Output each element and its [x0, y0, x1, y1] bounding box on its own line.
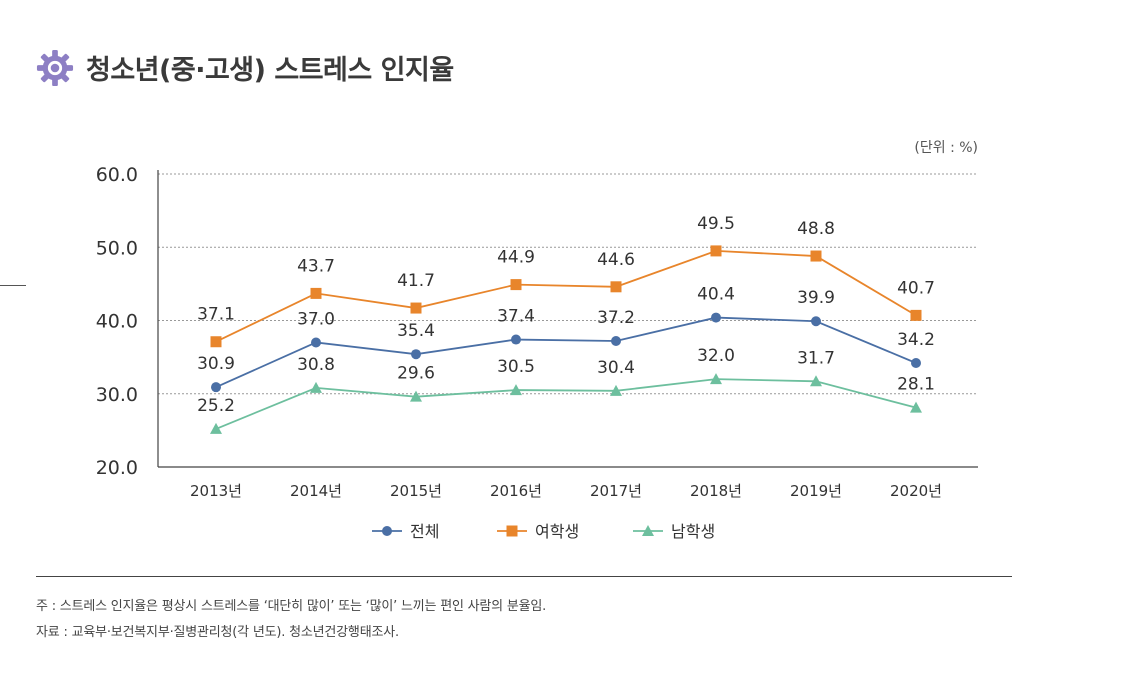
data-point — [611, 336, 621, 347]
data-label: 34.2 — [897, 330, 935, 350]
data-point — [410, 302, 422, 314]
data-point — [310, 381, 322, 393]
data-label: 44.6 — [597, 250, 635, 270]
data-point — [510, 279, 522, 291]
data-point — [311, 337, 321, 348]
data-label: 25.2 — [197, 396, 235, 416]
data-point — [910, 309, 922, 321]
data-point — [210, 422, 222, 434]
x-tick-label: 2013년 — [190, 482, 242, 500]
data-point — [810, 250, 822, 262]
series-line — [215, 250, 917, 343]
x-tick-label: 2017년 — [590, 482, 642, 500]
x-tick-label: 2016년 — [490, 482, 542, 500]
data-label: 30.9 — [197, 354, 235, 374]
data-point — [610, 281, 622, 293]
data-point — [411, 349, 421, 360]
data-point — [910, 401, 922, 413]
legend-label: 남학생 — [671, 522, 715, 541]
data-point — [911, 357, 921, 368]
page-title: 청소년(중·고생) 스트레스 인지율 — [86, 55, 454, 86]
legend-label: 여학생 — [535, 522, 579, 541]
data-label: 30.4 — [597, 358, 635, 378]
footnote-note: 주 : 스트레스 인지율은 평상시 스트레스를 ‘대단히 많이’ 또는 ‘많이’… — [36, 599, 547, 614]
x-tick-label: 2019년 — [790, 482, 842, 500]
data-label: 43.7 — [297, 256, 335, 276]
side-divider — [0, 285, 26, 286]
x-tick-label: 2015년 — [390, 482, 442, 500]
series-line — [215, 316, 917, 388]
footnote-source: 자료 : 교육부·보건복지부·질병관리청(각 년도). 청소년건강행태조사. — [36, 625, 399, 640]
legend-marker — [506, 525, 518, 537]
series-line — [215, 378, 917, 430]
data-point — [711, 312, 721, 323]
data-label: 40.7 — [897, 278, 935, 298]
data-point — [310, 287, 322, 299]
data-point — [710, 245, 722, 257]
title-block: 청소년(중·고생) 스트레스 인지율 — [36, 48, 454, 87]
legend-marker — [642, 525, 654, 536]
gear-icon — [36, 49, 74, 86]
data-label: 29.6 — [397, 364, 435, 384]
legend-label: 전체 — [410, 522, 439, 541]
data-label: 49.5 — [697, 214, 735, 234]
data-label: 31.7 — [797, 348, 835, 368]
data-point — [710, 373, 722, 385]
data-point — [810, 375, 822, 387]
data-point — [210, 336, 222, 348]
data-label: 37.1 — [197, 305, 235, 325]
unit-label: (단위 : %) — [914, 140, 978, 156]
data-point — [610, 384, 622, 396]
data-point — [211, 382, 221, 393]
data-label: 37.0 — [297, 309, 335, 329]
y-tick-label: 50.0 — [96, 237, 138, 259]
y-tick-label: 40.0 — [96, 311, 138, 333]
y-tick-label: 60.0 — [96, 164, 138, 186]
data-point — [511, 334, 521, 345]
data-label: 48.8 — [797, 219, 835, 239]
data-label: 35.4 — [397, 321, 435, 341]
footnote-divider — [36, 576, 1012, 577]
data-label: 41.7 — [397, 271, 435, 291]
x-tick-label: 2014년 — [290, 482, 342, 500]
data-label: 37.2 — [597, 308, 635, 328]
data-label: 44.9 — [497, 248, 535, 268]
data-point — [811, 316, 821, 327]
data-label: 40.4 — [697, 285, 735, 305]
data-label: 32.0 — [697, 346, 735, 366]
line-chart: (단위 : %) 20.0 30.0 40.0 50.0 60.0 2013년 2014년 20… — [96, 140, 978, 541]
data-label: 30.5 — [497, 357, 535, 377]
x-tick-label: 2018년 — [690, 482, 742, 500]
y-tick-label: 20.0 — [96, 457, 138, 479]
x-tick-label: 2020년 — [890, 482, 942, 500]
data-label: 30.8 — [297, 355, 335, 375]
data-point — [510, 384, 522, 396]
data-label: 37.4 — [497, 307, 535, 327]
data-label: 39.9 — [797, 288, 835, 308]
y-tick-label: 30.0 — [96, 384, 138, 406]
data-label: 28.1 — [897, 375, 935, 395]
data-point — [410, 390, 422, 402]
legend-marker — [382, 526, 392, 536]
